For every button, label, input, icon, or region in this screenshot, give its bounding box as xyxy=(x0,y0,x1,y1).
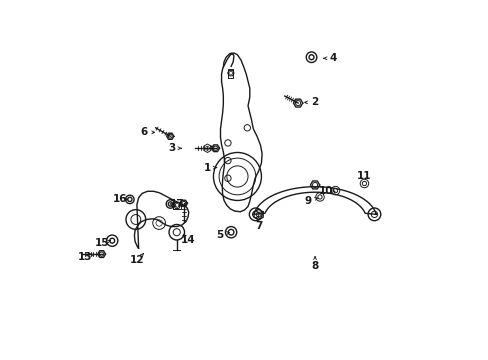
Text: 8: 8 xyxy=(311,261,318,271)
Text: 11: 11 xyxy=(356,171,371,181)
Text: 2: 2 xyxy=(311,98,318,107)
Text: 3: 3 xyxy=(168,143,176,153)
Text: 13: 13 xyxy=(78,252,92,262)
Text: 4: 4 xyxy=(328,53,336,63)
Text: 9: 9 xyxy=(304,196,311,206)
Text: 14: 14 xyxy=(181,235,195,245)
Text: 10: 10 xyxy=(318,186,332,195)
Text: 7: 7 xyxy=(254,221,262,231)
Text: 6: 6 xyxy=(140,127,147,138)
Text: 1: 1 xyxy=(203,163,211,173)
Text: 12: 12 xyxy=(129,256,144,265)
Text: 5: 5 xyxy=(216,230,223,240)
Text: 17: 17 xyxy=(169,199,183,209)
Text: 15: 15 xyxy=(94,238,109,248)
Text: 16: 16 xyxy=(113,194,127,204)
